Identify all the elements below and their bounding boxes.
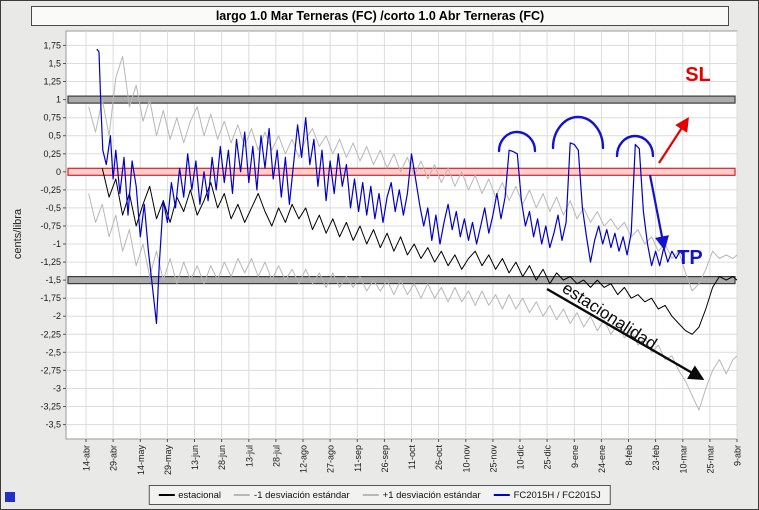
band-stop-loss [67,95,736,104]
svg-text:23-feb: 23-feb [651,445,661,471]
svg-text:1,5: 1,5 [48,59,61,69]
svg-text:9-ene: 9-ene [570,445,580,468]
svg-text:-0,25: -0,25 [40,185,61,195]
svg-text:1: 1 [56,95,61,105]
legend-swatch [362,494,379,496]
svg-text:-1,5: -1,5 [45,275,61,285]
svg-text:-3,5: -3,5 [45,420,61,430]
svg-text:9-abr: 9-abr [733,445,743,466]
svg-text:-0,5: -0,5 [45,203,61,213]
legend-label: FC2015H / FC2015J [513,489,601,501]
svg-text:14-may: 14-may [136,445,146,476]
legend: estacional -1 desviación estándar +1 desvi… [148,485,611,505]
seasonal-window-arcs [497,115,655,158]
legend-item: +1 desviación estándar [362,489,481,501]
series-1-desviaci-n-est-ndar [88,193,738,411]
svg-text:27-ago: 27-ago [326,445,336,473]
svg-text:25-nov: 25-nov [488,445,498,473]
sl-label: SL [685,64,711,86]
svg-text:26-sep: 26-sep [380,445,390,473]
chart-title-bar: largo 1.0 Mar Terneras (FC) /corto 1.0 A… [31,6,729,26]
svg-text:28-jun: 28-jun [217,445,227,470]
legend-swatch [158,494,175,496]
svg-text:-0,75: -0,75 [40,221,61,231]
svg-text:-2,5: -2,5 [45,347,61,357]
svg-text:12-ago: 12-ago [299,445,309,473]
svg-text:-3,25: -3,25 [40,402,61,412]
band-take-profit [67,276,736,285]
svg-text:10-nov: 10-nov [461,445,471,473]
svg-text:28-jul: 28-jul [271,445,281,467]
legend-item: estacional [158,490,221,501]
svg-text:25-mar: 25-mar [705,445,715,474]
series-fc2015h-fc2015j [96,48,684,325]
legend-item: FC2015H / FC2015J [493,489,601,501]
corner-artifact-icon [5,492,15,502]
svg-text:29-abr: 29-abr [109,445,119,471]
legend-label: +1 desviación estándar [382,489,481,501]
svg-text:11-sep: 11-sep [353,445,363,472]
svg-text:-1,25: -1,25 [40,257,61,267]
svg-text:0: 0 [56,167,61,177]
svg-text:-1: -1 [53,239,61,249]
svg-text:25-dic: 25-dic [543,445,553,470]
svg-text:-2,25: -2,25 [40,329,61,339]
y-axis: 1,75 1,5 1,25 1 0,75 0,5 0,25 0 -0,25 -0,5 -0,75 -1… [40,40,66,430]
series-estacional [101,168,738,335]
svg-text:-1,75: -1,75 [40,293,61,303]
svg-text:29-may: 29-may [163,445,173,476]
svg-text:11-oct: 11-oct [407,445,417,470]
svg-text:-2: -2 [53,311,61,321]
svg-text:-2,75: -2,75 [40,365,61,375]
svg-text:10-dic: 10-dic [516,445,526,470]
tp-label: TP [677,247,703,269]
chart-title: largo 1.0 Mar Terneras (FC) /corto 1.0 A… [215,9,545,23]
svg-text:24-ene: 24-ene [597,445,607,473]
legend-swatch [493,494,510,496]
band-entry [67,167,736,176]
plot-area[interactable] [65,30,738,440]
svg-text:10-mar: 10-mar [678,445,688,474]
svg-text:26-oct: 26-oct [434,445,444,471]
svg-text:0,75: 0,75 [43,113,61,123]
sl-annotation: SL [658,64,711,164]
legend-item: -1 desviación estándar [234,490,350,501]
legend-label: -1 desviación estándar [254,489,350,501]
x-axis: 14-abr 29-abr 14-may 29-may 13-jun 28-jun 13-j… [82,439,743,475]
svg-text:0,25: 0,25 [43,149,61,159]
svg-text:13-jul: 13-jul [244,445,254,467]
series-1-desviaci-n-est-ndar [88,55,738,292]
tp-annotation: TP [648,174,703,269]
svg-text:1,25: 1,25 [43,77,61,87]
svg-text:13-jun: 13-jun [190,445,200,470]
svg-text:0,5: 0,5 [48,131,61,141]
svg-text:14-abr: 14-abr [82,445,92,471]
legend-label: estacional [178,489,222,501]
svg-text:1,75: 1,75 [43,40,61,50]
legend-swatch [234,494,251,496]
svg-text:8-feb: 8-feb [624,445,634,466]
svg-text:-3: -3 [53,384,61,394]
